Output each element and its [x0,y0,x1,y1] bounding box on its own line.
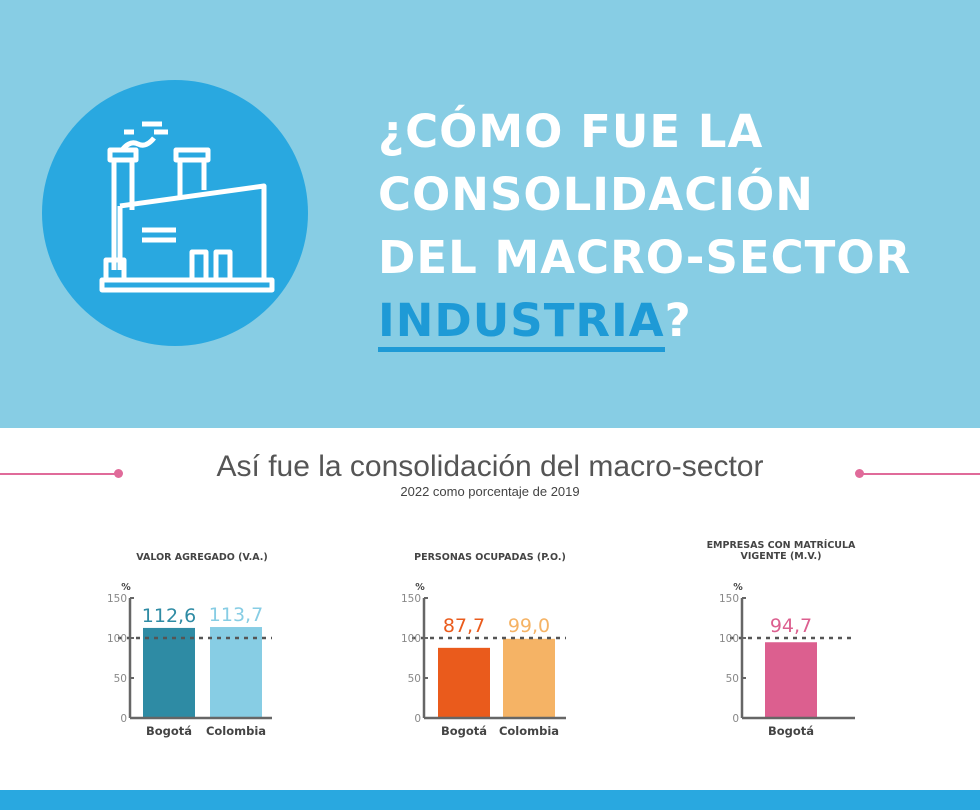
charts-canvas: 112,6 Bogotá 113,7 Colombia 0 50 100 150% 87,7 Bo… [107,582,855,738]
y-axis-unit: % [121,582,131,593]
data-label: 99,0 [508,615,550,637]
y-axis-unit: % [415,582,425,593]
bar [143,627,195,718]
section-header: Así fue la consolidación del macro-secto… [0,450,980,499]
title-line: DEL MACRO-SECTOR [378,231,912,284]
y-tick-label: 0 [414,713,421,725]
y-tick-label: 150 [401,593,421,605]
chart-title-po: PERSONAS OCUPADAS (P.O.) [414,552,566,563]
bar [503,638,555,718]
title-question-mark: ? [664,294,692,347]
y-tick-label: 100 [401,633,421,645]
divider-left [0,473,118,475]
chart-title-mv: EMPRESAS CON MATRÍCULA VIGENTE (M.V.) [706,540,856,562]
title-line: CONSOLIDACIÓN [378,168,814,221]
section-subtitle: 2022 como porcentaje de 2019 [400,484,580,499]
data-label: 113,7 [209,604,263,626]
y-tick-label: 150 [107,593,127,605]
footer-band [0,790,980,810]
section-title: Así fue la consolidación del macro-secto… [216,450,764,483]
data-label: 94,7 [770,615,812,637]
y-tick-label: 0 [732,713,739,725]
x-tick-label: Bogotá [768,724,814,738]
divider-dot-right [855,469,864,478]
y-tick-label: 0 [120,713,127,725]
y-tick-label: 100 [719,633,739,645]
data-label: 87,7 [443,615,485,637]
title-line: ¿CÓMO FUE LA [378,105,764,158]
y-tick-label: 50 [114,673,127,685]
x-tick-label: Bogotá [146,724,192,738]
bar [438,647,490,718]
x-tick-label: Colombia [206,724,266,738]
y-tick-label: 100 [107,633,127,645]
title-highlight: INDUSTRIA [378,294,665,352]
y-axis-unit: % [733,582,743,593]
bar [210,627,262,718]
x-tick-label: Bogotá [441,724,487,738]
page-title: ¿CÓMO FUE LA CONSOLIDACIÓN DEL MACRO-SEC… [378,100,911,352]
factory-icon [99,121,275,293]
divider-dot-left [114,469,123,478]
factory-icon-circle [42,80,308,346]
x-tick-label: Colombia [499,724,559,738]
divider-right [860,473,980,475]
bar [765,642,817,718]
data-label: 112,6 [142,605,196,627]
y-tick-label: 150 [719,593,739,605]
y-tick-label: 50 [726,673,739,685]
chart-title-va: VALOR AGREGADO (V.A.) [136,552,268,563]
y-tick-label: 50 [408,673,421,685]
